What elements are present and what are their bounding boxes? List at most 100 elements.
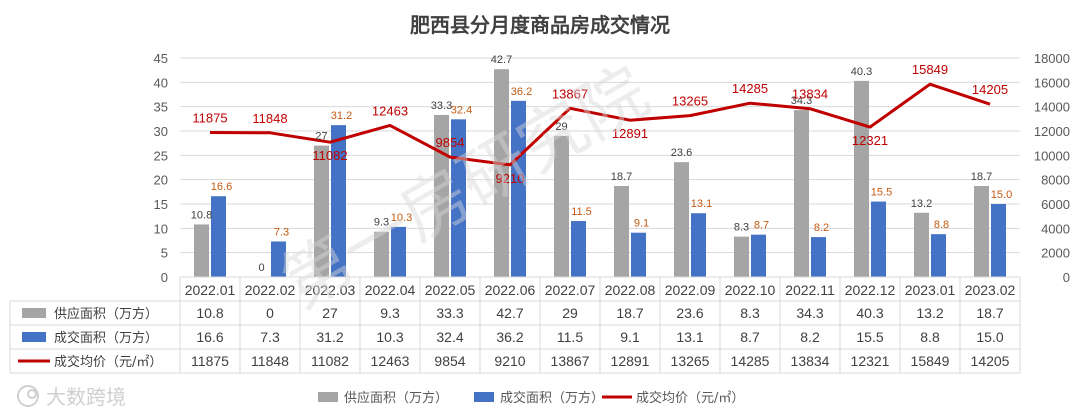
category-label: 2022.10 bbox=[725, 282, 776, 298]
table-cell: 29 bbox=[562, 305, 578, 321]
supply-value-label: 13.2 bbox=[911, 198, 932, 210]
supply-value-label: 29 bbox=[555, 121, 567, 133]
y-left-tick: 45 bbox=[154, 51, 168, 66]
table-cell: 18.7 bbox=[976, 305, 1003, 321]
legend: 供应面积（万方） 成交面积（万方） 成交均价（元/㎡） bbox=[318, 390, 744, 406]
supply-value-label: 18.7 bbox=[611, 171, 632, 183]
table-cell: 9.3 bbox=[380, 305, 400, 321]
deal-value-label: 8.7 bbox=[754, 220, 769, 232]
table-cell: 11875 bbox=[191, 353, 229, 369]
y-right-tick: 18000 bbox=[1034, 51, 1070, 66]
deal-value-label: 32.4 bbox=[451, 104, 472, 116]
price-line bbox=[209, 82, 991, 167]
table-cell: 10.3 bbox=[376, 329, 403, 345]
table-cell: 33.3 bbox=[436, 305, 463, 321]
table-cell: 15.0 bbox=[976, 329, 1003, 345]
row-marker bbox=[22, 308, 46, 318]
table-cell: 10.8 bbox=[196, 305, 223, 321]
price-value-label: 12891 bbox=[612, 126, 648, 141]
price-value-label: 11875 bbox=[192, 111, 227, 126]
table-cell: 42.7 bbox=[496, 305, 523, 321]
deal-bar bbox=[391, 226, 406, 277]
price-value-label: 15849 bbox=[912, 62, 948, 77]
deal-bar bbox=[751, 234, 766, 277]
deal-value-label: 15.0 bbox=[991, 189, 1012, 201]
table-cell: 32.4 bbox=[436, 329, 463, 345]
deal-bar bbox=[931, 234, 946, 277]
supply-value-label: 18.7 bbox=[971, 171, 992, 183]
table-cell: 15849 bbox=[911, 353, 950, 369]
supply-value-label: 10.8 bbox=[191, 209, 212, 221]
y-left-tick: 20 bbox=[154, 173, 168, 188]
table-cell: 14205 bbox=[971, 353, 1010, 369]
category-label: 2022.12 bbox=[845, 282, 896, 298]
supply-value-label: 9.3 bbox=[374, 217, 389, 229]
category-label: 2022.02 bbox=[245, 282, 296, 298]
category-label: 2022.01 bbox=[185, 282, 236, 298]
data-labels: 10.8 16.6 11875 0 7.3 11848 27 31.2 11082 9.3 10.3… bbox=[191, 54, 1012, 274]
supply-bar bbox=[674, 162, 689, 277]
deal-bar bbox=[631, 232, 646, 277]
supply-bar bbox=[554, 135, 569, 277]
table-cell: 7.3 bbox=[260, 329, 280, 345]
table-cell: 23.6 bbox=[676, 305, 703, 321]
supply-bar bbox=[914, 212, 929, 277]
category-label: 2022.03 bbox=[305, 282, 356, 298]
table-cell: 9.1 bbox=[620, 329, 640, 345]
y-right-tick: 12000 bbox=[1034, 124, 1070, 139]
price-value-label: 11848 bbox=[252, 111, 287, 126]
supply-value-label: 42.7 bbox=[491, 54, 512, 66]
watermark-logo-text: 大数跨境 bbox=[46, 385, 126, 409]
y-left-tick: 40 bbox=[154, 75, 168, 90]
table-cell: 13867 bbox=[551, 353, 590, 369]
table-cell: 16.6 bbox=[196, 329, 223, 345]
category-label: 2023.01 bbox=[905, 282, 956, 298]
table-cell: 12321 bbox=[851, 353, 890, 369]
table-cell: 31.2 bbox=[316, 329, 343, 345]
category-label: 2022.04 bbox=[365, 282, 416, 298]
supply-value-label: 8.3 bbox=[734, 222, 749, 234]
logo-icon bbox=[17, 385, 39, 407]
y-left-tick: 35 bbox=[154, 100, 168, 115]
table-cell: 18.7 bbox=[616, 305, 643, 321]
supply-bar bbox=[734, 236, 749, 277]
legend-label: 供应面积（万方） bbox=[344, 390, 448, 406]
supply-bar bbox=[974, 185, 989, 277]
deal-value-label: 9.1 bbox=[634, 218, 649, 230]
deal-value-label: 16.6 bbox=[211, 181, 232, 193]
table-cell: 11848 bbox=[251, 353, 289, 369]
supply-value-label: 33.3 bbox=[431, 100, 452, 112]
table-cell: 11.5 bbox=[557, 329, 583, 345]
deal-bar bbox=[811, 237, 826, 277]
price-value-label: 13867 bbox=[552, 86, 588, 101]
supply-bar bbox=[194, 224, 209, 277]
row-marker bbox=[22, 332, 46, 342]
table-cell: 0 bbox=[266, 305, 274, 321]
table-cell: 12463 bbox=[371, 353, 410, 369]
deal-value-label: 10.3 bbox=[391, 212, 412, 224]
row-label: 成交均价（元/㎡） bbox=[54, 354, 162, 370]
supply-value-label: 0 bbox=[258, 262, 264, 274]
table-cell: 8.2 bbox=[800, 329, 820, 345]
table-cell: 14285 bbox=[731, 353, 770, 369]
deal-bar bbox=[691, 213, 706, 277]
row-label: 供应面积（万方） bbox=[54, 306, 158, 322]
category-label: 2022.07 bbox=[545, 282, 596, 298]
price-value-label: 13834 bbox=[792, 87, 828, 102]
deal-bar bbox=[271, 241, 286, 277]
supply-bar bbox=[614, 185, 629, 277]
y-right-tick: 8000 bbox=[1041, 173, 1070, 188]
table-cell: 8.3 bbox=[740, 305, 760, 321]
y-left-tick: 25 bbox=[154, 148, 168, 163]
y-left-tick: 10 bbox=[154, 221, 168, 236]
table-cell: 12891 bbox=[611, 353, 650, 369]
price-value-label: 14285 bbox=[732, 81, 768, 96]
y-left-tick: 30 bbox=[154, 124, 168, 139]
y-right-tick: 6000 bbox=[1041, 197, 1070, 212]
y-left-tick: 15 bbox=[154, 197, 168, 212]
price-value-label: 12321 bbox=[852, 133, 888, 148]
table-cell: 9854 bbox=[434, 353, 465, 369]
y-right-tick: 4000 bbox=[1041, 221, 1070, 236]
category-label: 2022.09 bbox=[665, 282, 716, 298]
